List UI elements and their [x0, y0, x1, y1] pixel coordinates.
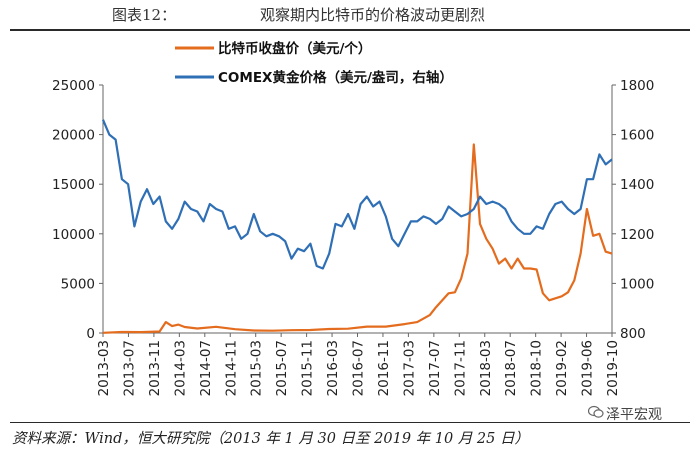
- x-tick-label: 2015-07: [274, 340, 290, 396]
- y-left-tick-label: 0: [86, 326, 95, 342]
- wechat-icon: [588, 405, 604, 418]
- x-tick-label: 2017-07: [427, 340, 443, 396]
- title-rule: [10, 29, 690, 31]
- x-tick-label: 2013-11: [147, 340, 163, 396]
- y-right-tick-label: 800: [620, 326, 646, 342]
- axes: 0 5000 10000 15000 20000 25000 800 1000 1200 1400…: [52, 78, 654, 396]
- x-tick-label: 2019-10: [605, 340, 621, 396]
- x-tick-label: 2014-07: [198, 340, 214, 396]
- x-tick-label: 2014-03: [172, 340, 188, 396]
- x-tick-label: 2014-11: [223, 340, 239, 396]
- figure-number: 图表12：: [112, 6, 177, 24]
- y-right-tick-label: 1800: [620, 78, 654, 94]
- x-tick-label: 2018-07: [503, 340, 519, 396]
- y-right-tick-label: 1200: [620, 227, 654, 243]
- y-right-tick-label: 1000: [620, 276, 654, 292]
- y-left-tick-label: 15000: [52, 177, 95, 193]
- chart: 0 5000 10000 15000 20000 25000 800 1000 1200 1400…: [52, 40, 654, 396]
- x-tick-label: 2019-02: [554, 340, 570, 396]
- x-tick-label: 2019-06: [580, 340, 596, 396]
- x-tick-label: 2016-07: [351, 340, 367, 396]
- x-tick-label: 2017-11: [452, 340, 468, 396]
- legend-label-bitcoin: 比特币收盘价（美元/个）: [218, 40, 371, 57]
- y-left-tick-label: 5000: [61, 276, 95, 292]
- y-left-tick-label: 20000: [52, 128, 95, 144]
- bitcoin-price-line: [102, 143, 613, 334]
- gold-price-line: [101, 119, 613, 270]
- series-layer: [101, 119, 613, 334]
- x-tick-label: 2018-03: [478, 340, 494, 396]
- y-right-tick-label: 1600: [620, 128, 654, 144]
- x-tick-label: 2016-11: [376, 340, 392, 396]
- source-note: 资料来源：Wind，恒大研究院（2013 年 1 月 30 日至 2019 年 …: [12, 431, 529, 447]
- x-tick-label: 2013-07: [121, 340, 137, 396]
- legend-label-gold: COMEX黄金价格（美元/盎司，右轴）: [218, 69, 453, 86]
- legend: 比特币收盘价（美元/个） COMEX黄金价格（美元/盎司，右轴）: [175, 40, 453, 86]
- y-left-tick-label: 10000: [52, 227, 95, 243]
- x-tick-label: 2015-11: [300, 340, 316, 396]
- source-rule: [10, 422, 690, 423]
- y-left-tick-label: 25000: [52, 78, 95, 94]
- x-tick-label: 2016-03: [325, 340, 341, 396]
- watermark: 泽平宏观: [606, 407, 662, 423]
- y-right-tick-label: 1400: [620, 177, 654, 193]
- chart-title: 图表12： 观察期内比特币的价格波动更剧烈: [0, 4, 700, 26]
- x-tick-label: 2013-03: [96, 340, 112, 396]
- x-tick-label: 2018-10: [529, 340, 545, 396]
- x-tick-label: 2015-03: [249, 340, 265, 396]
- figure-title: 观察期内比特币的价格波动更剧烈: [260, 6, 486, 24]
- x-tick-label: 2017-03: [401, 340, 417, 396]
